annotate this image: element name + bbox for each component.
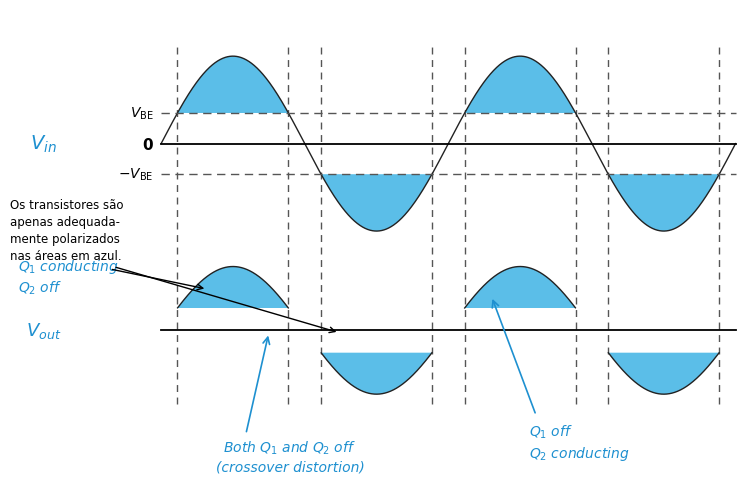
Text: Os transistores são
apenas adequada-
mente polarizados
nas áreas em azul.: Os transistores são apenas adequada- men… — [10, 198, 124, 262]
Text: $V_{out}$: $V_{out}$ — [26, 321, 61, 341]
Text: $Q_1$ off
$Q_2$ conducting: $Q_1$ off $Q_2$ conducting — [529, 423, 629, 462]
Text: $-V_{\mathsf{BE}}$: $-V_{\mathsf{BE}}$ — [119, 166, 154, 183]
Text: Both $Q_1$ and $Q_2$ off
(crossover distortion): Both $Q_1$ and $Q_2$ off (crossover dist… — [216, 439, 364, 474]
Text: $\mathbf{0}$: $\mathbf{0}$ — [142, 136, 154, 152]
Text: $V_{in}$: $V_{in}$ — [30, 134, 56, 155]
Text: $Q_1$ conducting
$Q_2$ off: $Q_1$ conducting $Q_2$ off — [18, 257, 118, 297]
Text: $V_{\mathsf{BE}}$: $V_{\mathsf{BE}}$ — [130, 106, 154, 122]
